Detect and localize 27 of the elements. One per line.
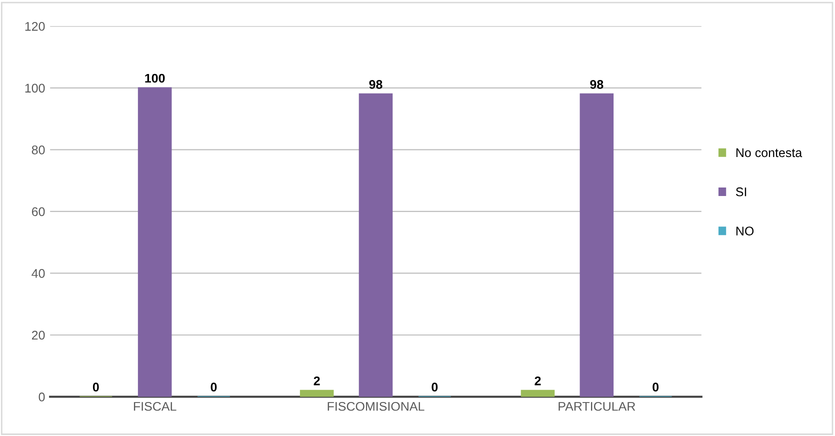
y-tick-label: 0 [38,392,45,402]
bar [580,93,614,397]
legend-label: SI [736,187,746,196]
data-label: 0 [210,382,217,392]
bar [138,87,172,397]
y-tick-label: 120 [25,22,45,31]
y-tick-label: 100 [25,84,45,93]
data-label: 0 [92,382,99,392]
x-tick-label: PARTICULAR [558,402,636,411]
bar [520,390,555,397]
legend-label: NO [736,226,754,236]
legend-label: No contesta [736,148,802,158]
x-tick-label: FISCOMISIONAL [328,402,424,411]
y-tick-label: 20 [32,330,45,340]
data-label: 0 [432,382,438,392]
data-label: 98 [369,80,382,89]
data-label: 0 [652,382,659,392]
bar [300,390,334,397]
bar [358,93,393,397]
x-tick-label: FISCAL [134,402,176,411]
data-label: 98 [590,80,604,89]
y-tick-label: 80 [32,145,45,154]
data-label: 2 [534,376,541,386]
data-label: 2 [314,376,320,386]
y-tick-label: 60 [32,207,45,216]
y-tick-label: 40 [32,269,45,278]
data-label: 100 [145,74,165,83]
